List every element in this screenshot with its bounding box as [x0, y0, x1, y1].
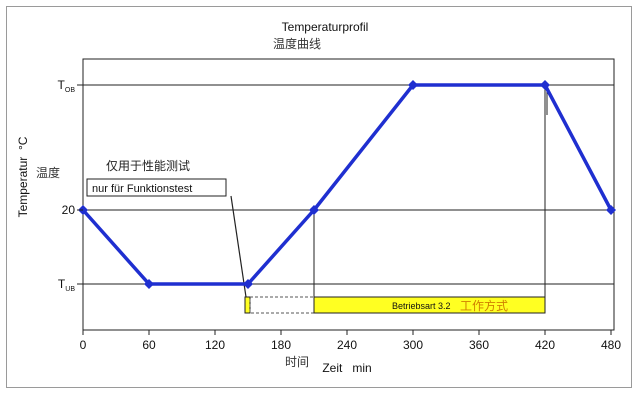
chart-subtitle: 温度曲线 [273, 36, 321, 51]
x-tick-label: 480 [601, 338, 621, 352]
series-point [144, 279, 154, 289]
series-point [309, 205, 319, 215]
operating-mode-label: Betriebsart 3.2 [392, 301, 451, 311]
x-tick-label: 360 [469, 338, 489, 352]
y-tick-label: TOB [58, 78, 76, 94]
plot-area: Betriebsart 3.2 工作方式 仅用于性能测试 nur für Funkti… [78, 58, 616, 331]
function-test-bar [249, 296, 315, 314]
y-axis-ticks: TUB 20 TOB [58, 78, 83, 293]
x-tick-label: 120 [205, 338, 225, 352]
series-point [243, 279, 253, 289]
plot-border [82, 58, 615, 331]
function-test-callout [86, 178, 227, 197]
operating-mode-label-cn: 工作方式 [460, 298, 508, 313]
series-point [606, 205, 616, 215]
x-tick-label: 0 [80, 338, 87, 352]
x-axis-label-cn: 时间 [285, 355, 309, 369]
y-axis-label-cn: 温度 [36, 165, 60, 180]
y-tick-label: 20 [62, 203, 76, 217]
series-point [540, 80, 550, 90]
x-axis-ticks: 0 60 120 180 240 300 360 420 480 [80, 330, 621, 352]
annotation-layer: Betriebsart 3.2 工作方式 仅用于性能测试 nur für Funkti… [86, 85, 548, 314]
temperature-profile-chart: Temperaturprofil 温度曲线 Betriebsart 3.2 工作方… [16, 20, 621, 375]
y-tick-label: TUB [58, 277, 75, 293]
y-axis-label: Temperatur °C [16, 136, 30, 217]
function-test-marker [244, 296, 251, 314]
function-test-label: nur für Funktionstest [92, 183, 192, 195]
series-layer [78, 80, 616, 289]
x-axis-label: Zeit min [322, 361, 371, 375]
x-tick-label: 420 [535, 338, 555, 352]
x-tick-label: 300 [403, 338, 423, 352]
function-test-label-cn: 仅用于性能测试 [106, 158, 190, 173]
function-test-pointer [230, 195, 247, 298]
x-tick-label: 180 [271, 338, 291, 352]
x-tick-label: 60 [142, 338, 156, 352]
chart-title: Temperaturprofil [282, 20, 369, 34]
chart-frame: Temperaturprofil 温度曲线 Betriebsart 3.2 工作方… [6, 6, 632, 388]
x-tick-label: 240 [337, 338, 357, 352]
series-point [408, 80, 418, 90]
